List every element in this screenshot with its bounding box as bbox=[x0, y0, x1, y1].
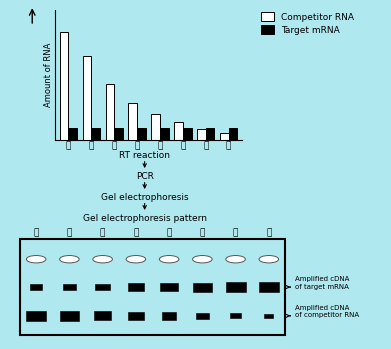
Bar bbox=[127, 312, 144, 320]
Text: ④: ④ bbox=[133, 229, 138, 238]
Legend: Competitor RNA, Target mRNA: Competitor RNA, Target mRNA bbox=[260, 13, 354, 35]
Text: ⑧: ⑧ bbox=[266, 229, 271, 238]
Bar bbox=[193, 283, 212, 291]
Text: Gel electrophoresis pattern: Gel electrophoresis pattern bbox=[83, 214, 207, 223]
Bar bbox=[137, 128, 146, 140]
Bar bbox=[26, 311, 46, 321]
Bar bbox=[63, 284, 76, 290]
Bar bbox=[114, 128, 123, 140]
Ellipse shape bbox=[226, 255, 246, 263]
Bar bbox=[183, 128, 192, 140]
Text: ⑤: ⑤ bbox=[167, 229, 172, 238]
Bar bbox=[229, 128, 237, 140]
Text: ⑦: ⑦ bbox=[233, 229, 238, 238]
Ellipse shape bbox=[59, 255, 79, 263]
Bar bbox=[128, 283, 144, 291]
Text: ③: ③ bbox=[100, 229, 105, 238]
Bar bbox=[95, 284, 110, 290]
Ellipse shape bbox=[26, 255, 46, 263]
Ellipse shape bbox=[126, 255, 146, 263]
Bar bbox=[197, 129, 206, 140]
Bar bbox=[60, 32, 68, 140]
Bar bbox=[160, 283, 178, 291]
Bar bbox=[160, 128, 169, 140]
Bar bbox=[174, 122, 183, 140]
Ellipse shape bbox=[192, 255, 212, 263]
Bar bbox=[68, 128, 77, 140]
Text: ②: ② bbox=[67, 229, 72, 238]
Bar bbox=[226, 282, 246, 292]
Text: Gel electrophoresis: Gel electrophoresis bbox=[101, 193, 188, 202]
Bar bbox=[264, 314, 273, 318]
Bar bbox=[128, 103, 137, 140]
Bar bbox=[151, 114, 160, 140]
Text: Amplified cDNA
of target mRNA: Amplified cDNA of target mRNA bbox=[295, 276, 350, 290]
Bar bbox=[83, 56, 91, 140]
Ellipse shape bbox=[159, 255, 179, 263]
Bar bbox=[230, 313, 241, 319]
Y-axis label: Amount of RNA: Amount of RNA bbox=[44, 43, 53, 107]
Text: ①: ① bbox=[34, 229, 39, 238]
Ellipse shape bbox=[93, 255, 113, 263]
Text: ⑥: ⑥ bbox=[200, 229, 205, 238]
Ellipse shape bbox=[259, 255, 279, 263]
Text: Amplified cDNA
of competitor RNA: Amplified cDNA of competitor RNA bbox=[295, 305, 359, 318]
Bar bbox=[196, 313, 209, 319]
Bar bbox=[162, 312, 176, 320]
Bar bbox=[220, 133, 229, 140]
Text: RT reaction: RT reaction bbox=[119, 151, 170, 160]
Bar bbox=[106, 84, 114, 140]
Text: PCR: PCR bbox=[136, 172, 154, 181]
Bar bbox=[206, 128, 215, 140]
Bar bbox=[258, 282, 279, 292]
Bar bbox=[91, 128, 100, 140]
Bar bbox=[30, 284, 42, 290]
Bar bbox=[60, 311, 79, 321]
Bar bbox=[94, 311, 111, 320]
